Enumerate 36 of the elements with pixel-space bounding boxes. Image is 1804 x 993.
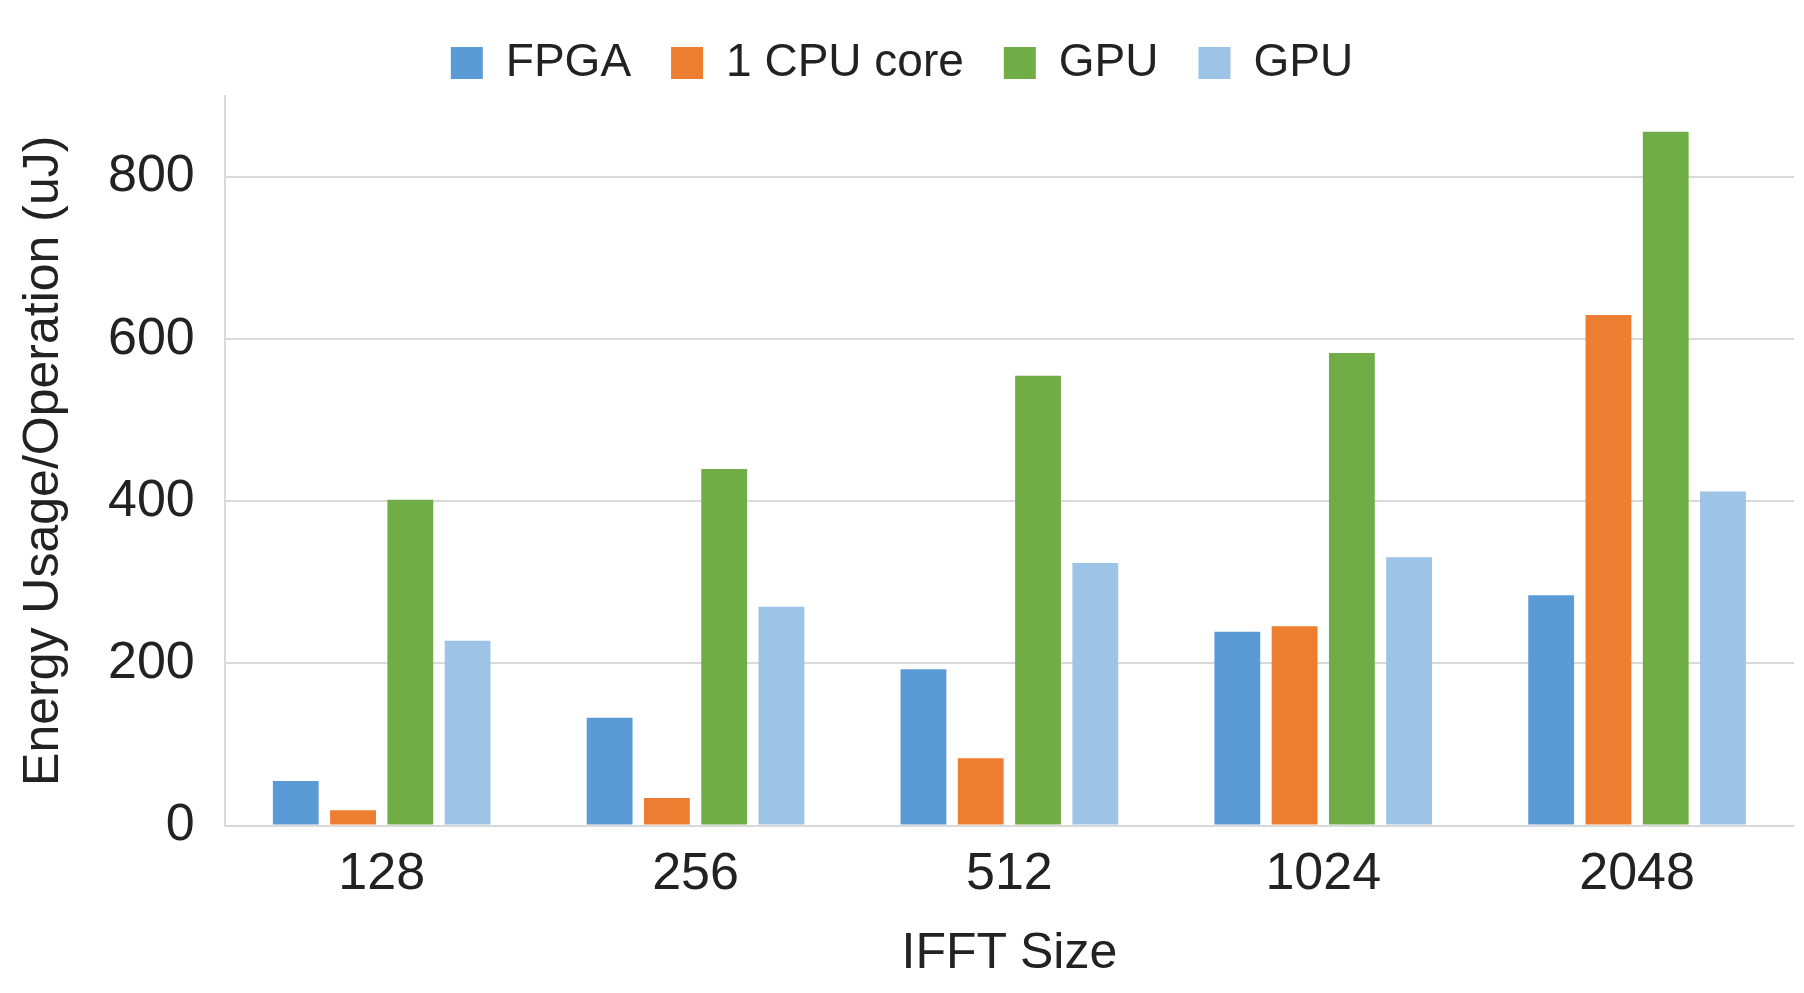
- bar: [1072, 562, 1119, 825]
- x-tick-label: 128: [338, 842, 426, 901]
- bar: [444, 640, 491, 825]
- y-tick-label: 400: [107, 468, 195, 527]
- bar: [272, 781, 319, 825]
- y-tick-label: 800: [107, 144, 195, 203]
- legend-label: GPU: [1253, 33, 1354, 86]
- bar: [586, 717, 633, 825]
- bar: [1015, 375, 1061, 825]
- x-tick-label: 512: [966, 842, 1053, 901]
- x-axis-title: IFFT Size: [901, 922, 1118, 979]
- bar: [1271, 626, 1318, 825]
- bar: [957, 758, 1004, 825]
- bar: [1328, 352, 1375, 825]
- bar: [758, 606, 805, 825]
- bar: [387, 499, 434, 825]
- y-axis-title: Energy Usage/Operation (uJ): [12, 135, 69, 786]
- bar: [1386, 557, 1433, 825]
- x-tick-label: 256: [652, 842, 739, 901]
- bar: [1214, 631, 1261, 825]
- bar: [1700, 491, 1746, 825]
- bar: [1528, 595, 1575, 825]
- legend-label: FPGA: [505, 33, 632, 86]
- bar: [1642, 131, 1689, 825]
- bar: [330, 810, 376, 825]
- y-tick-label: 600: [107, 306, 195, 365]
- bar: [900, 669, 947, 825]
- y-tick-label: 200: [107, 630, 195, 689]
- y-tick-label: 0: [165, 792, 195, 851]
- x-tick-label: 1024: [1265, 842, 1382, 901]
- x-tick-label: 2048: [1579, 842, 1695, 901]
- bar: [1585, 314, 1632, 825]
- legend-label: 1 CPU core: [726, 33, 964, 86]
- bar: [701, 468, 748, 825]
- legend-label: GPU: [1058, 33, 1159, 86]
- bar: [643, 798, 690, 825]
